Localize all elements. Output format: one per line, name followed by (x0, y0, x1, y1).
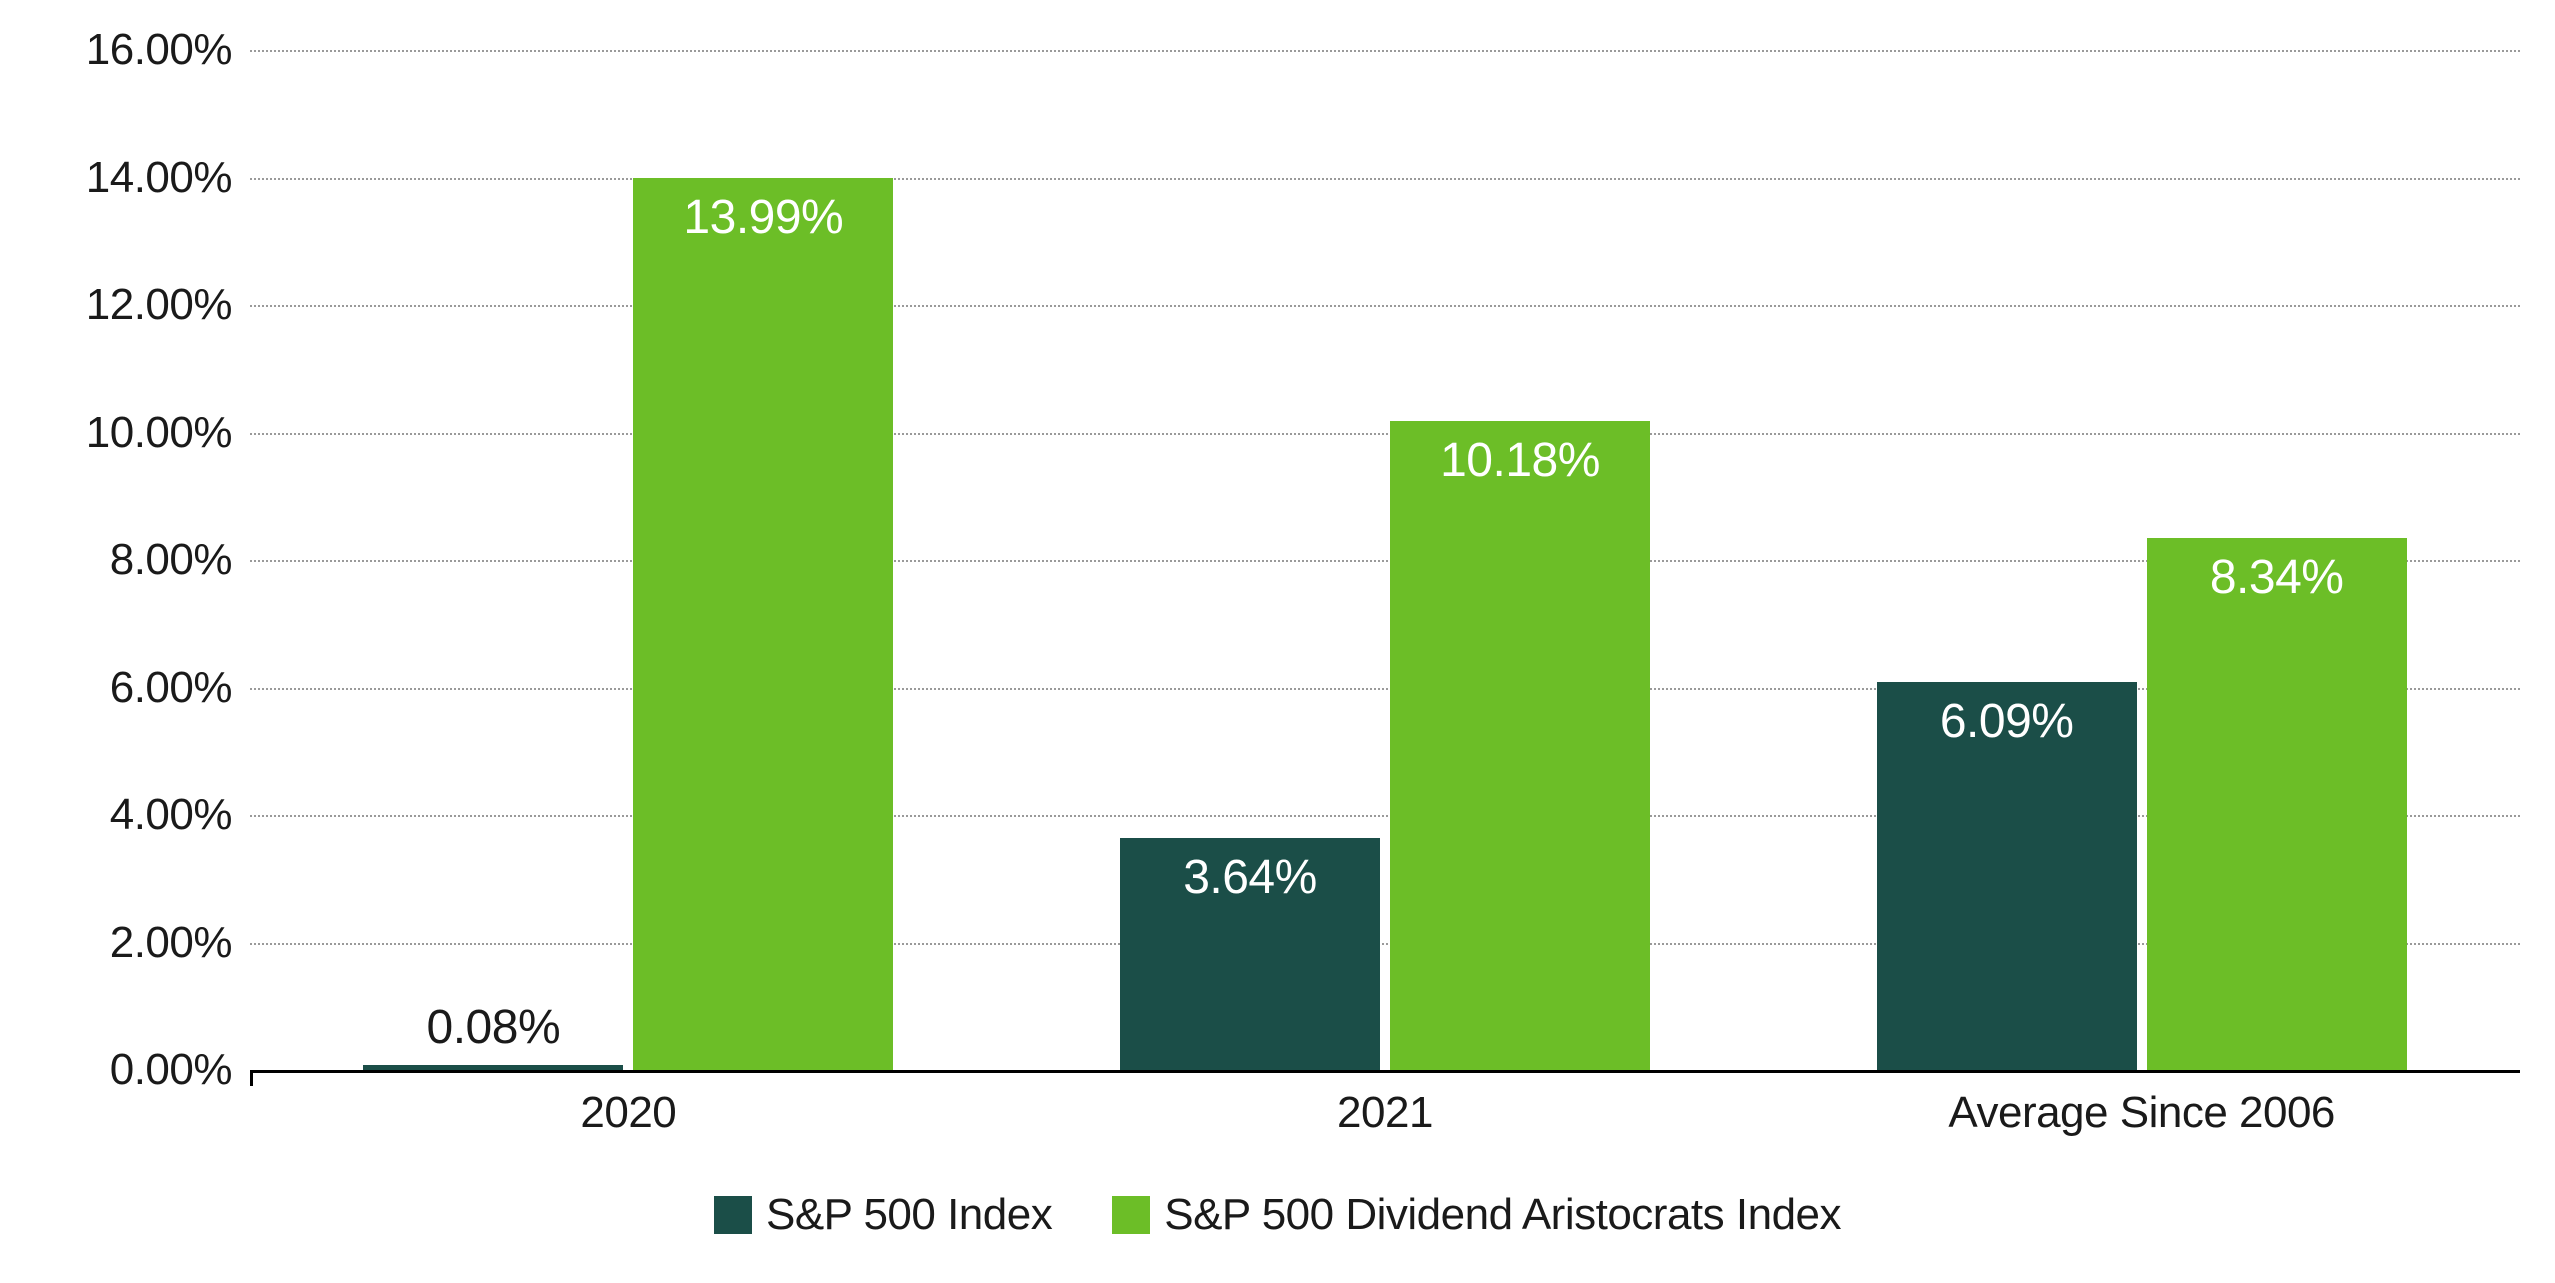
y-tick-label: 0.00% (110, 1045, 250, 1095)
legend-item: S&P 500 Dividend Aristocrats Index (1112, 1190, 1841, 1240)
grid-line (250, 178, 2520, 180)
y-tick-label: 6.00% (110, 663, 250, 713)
y-tick-label: 2.00% (110, 918, 250, 968)
bar-value-label: 6.09% (1940, 694, 2074, 749)
bar-value-label: 0.08% (427, 1000, 561, 1065)
dividend-growth-bar-chart: 0.00% 2.00% 4.00% 6.00% 8.00% 10.00% 12.00% 14.… (0, 0, 2555, 1283)
legend-swatch (714, 1196, 752, 1234)
legend-item: S&P 500 Index (714, 1190, 1052, 1240)
x-category-label: 2020 (580, 1070, 676, 1138)
bar: 3.64% (1120, 838, 1380, 1070)
y-axis-origin-tick (250, 1070, 253, 1086)
legend-label: S&P 500 Dividend Aristocrats Index (1164, 1190, 1841, 1240)
bar-value-label: 13.99% (683, 190, 843, 245)
bar: 8.34% (2147, 538, 2407, 1070)
y-tick-label: 12.00% (86, 280, 250, 330)
y-tick-label: 16.00% (86, 25, 250, 75)
bar: 13.99% (633, 178, 893, 1070)
legend: S&P 500 Index S&P 500 Dividend Aristocrat… (0, 1190, 2555, 1240)
bar-value-label: 3.64% (1183, 850, 1317, 905)
y-tick-label: 10.00% (86, 408, 250, 458)
legend-swatch (1112, 1196, 1150, 1234)
bar-value-label: 8.34% (2210, 550, 2344, 605)
plot-area: 0.00%2.00%4.00%6.00%8.00%10.00%12.00%14.… (250, 50, 2520, 1070)
bar: 6.09% (1877, 682, 2137, 1070)
y-tick-label: 4.00% (110, 790, 250, 840)
legend-label: S&P 500 Index (766, 1190, 1052, 1240)
grid-line (250, 50, 2520, 52)
bar: 10.18% (1390, 421, 1650, 1070)
y-tick-label: 14.00% (86, 153, 250, 203)
x-category-label: Average Since 2006 (1948, 1070, 2334, 1138)
grid-line (250, 305, 2520, 307)
x-category-label: 2021 (1337, 1070, 1433, 1138)
bar-value-label: 10.18% (1440, 433, 1600, 488)
grid-line (250, 433, 2520, 435)
y-tick-label: 8.00% (110, 535, 250, 585)
